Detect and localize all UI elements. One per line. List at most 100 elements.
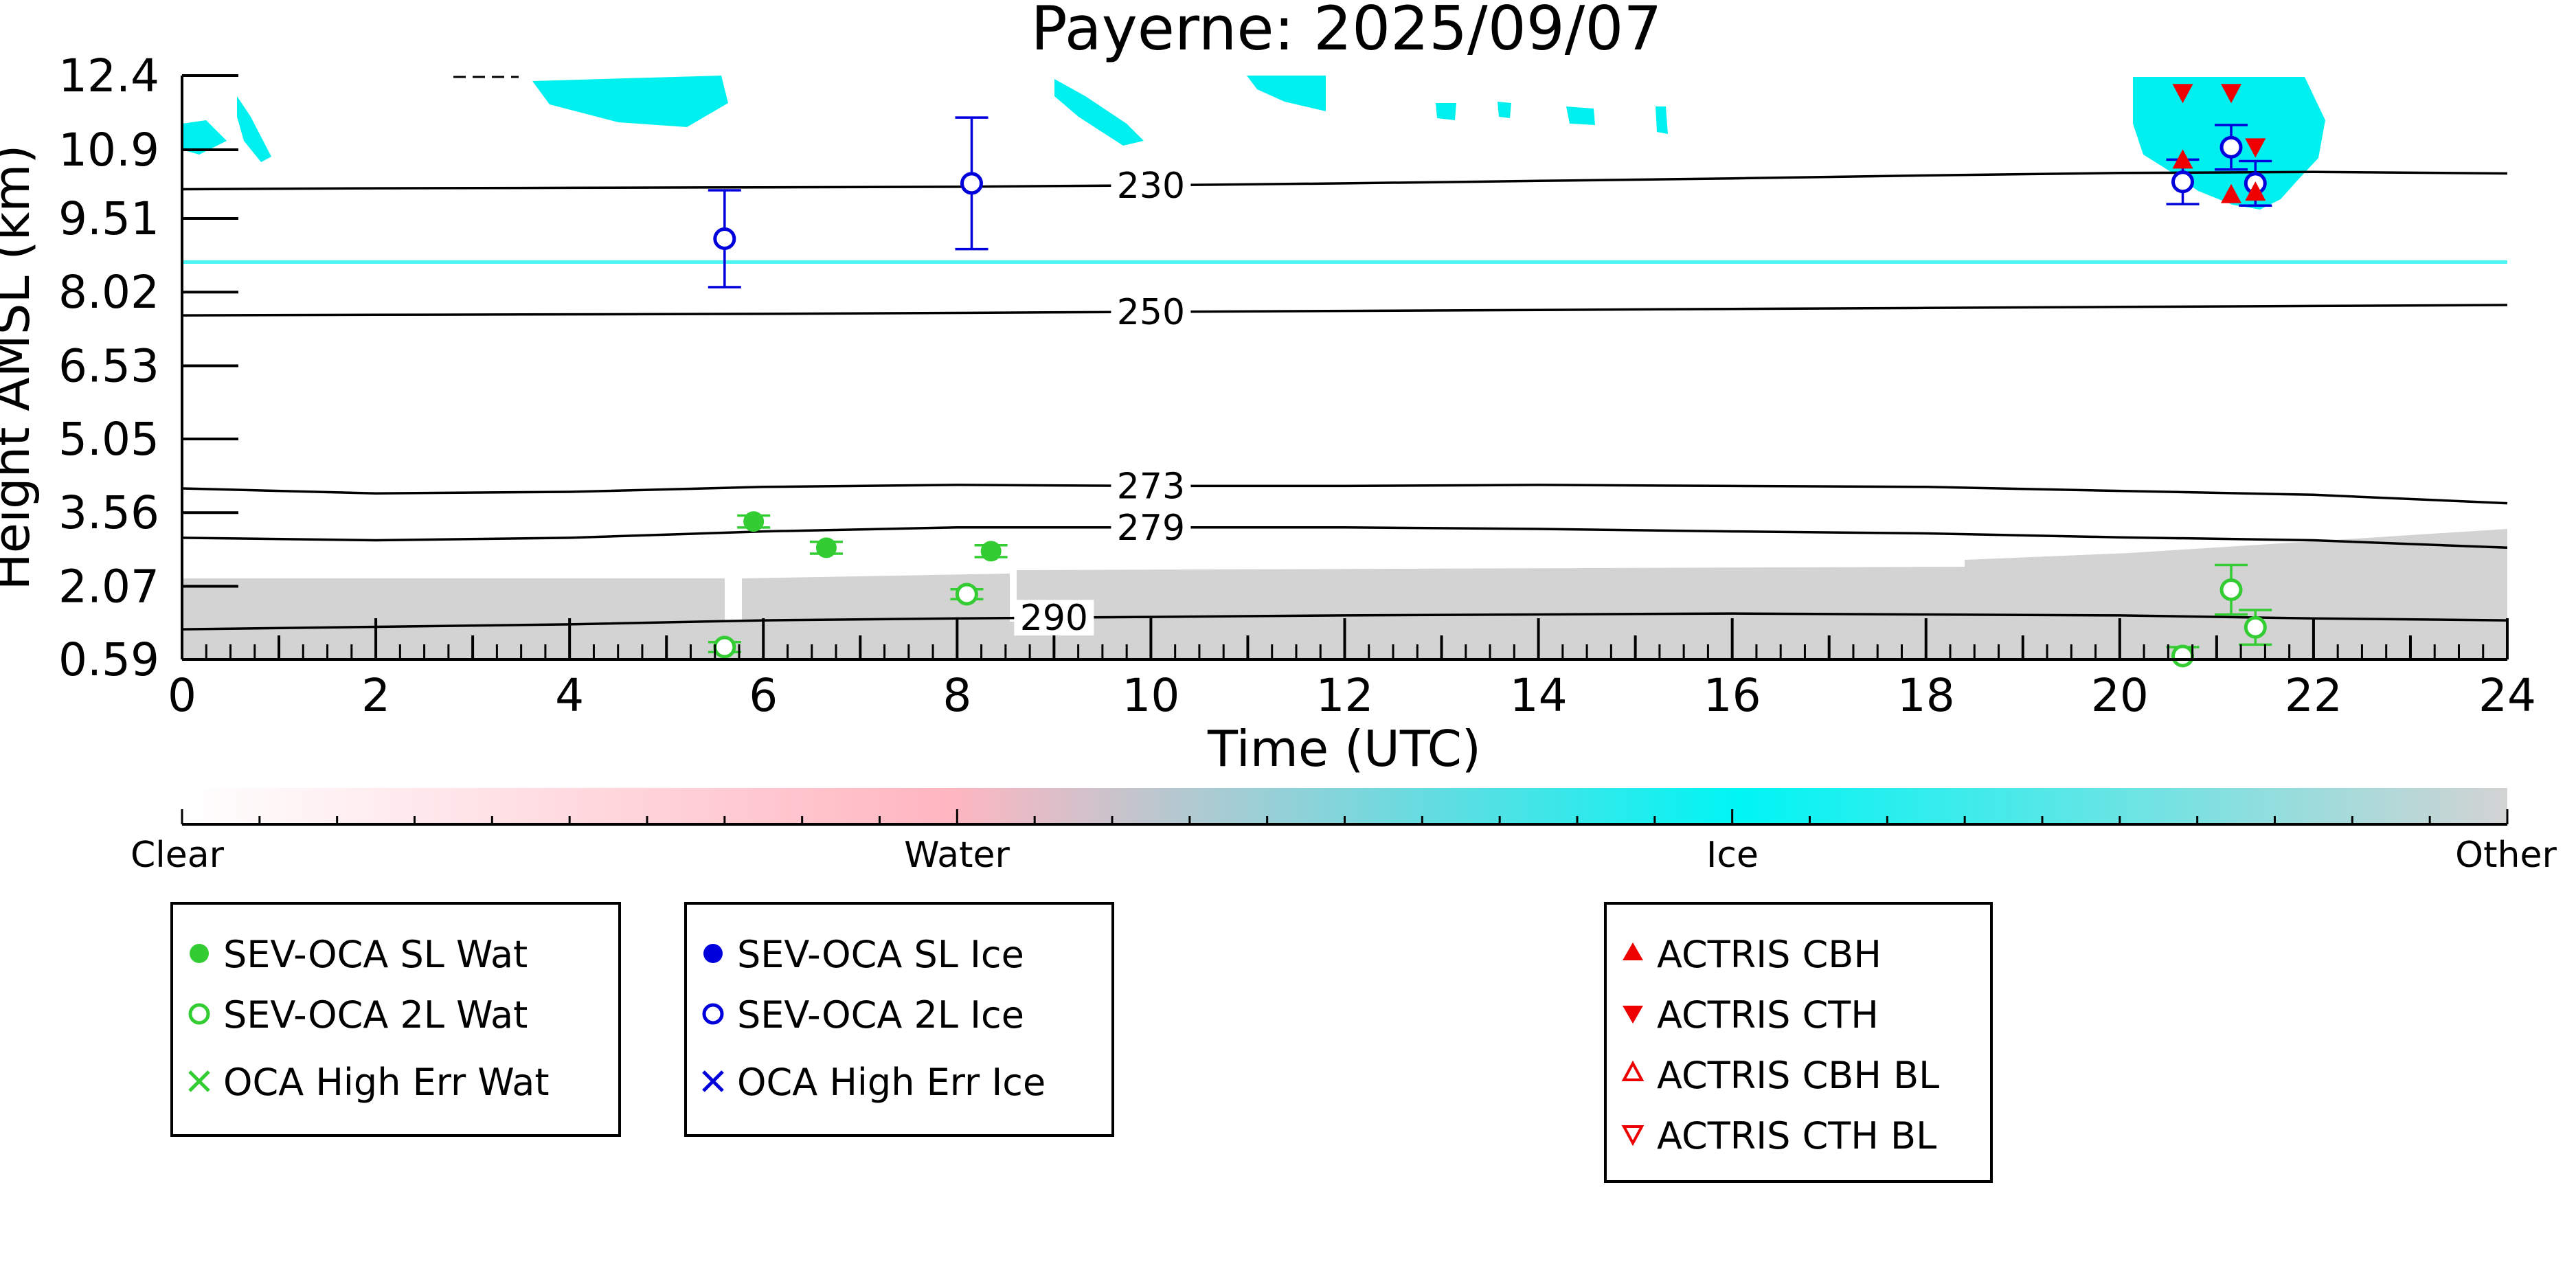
x-tick-label: 0 (168, 669, 196, 722)
y-axis-label: Height AMSL (km) (0, 145, 41, 591)
legend-frame (1604, 902, 1993, 1183)
y-tick-label: 10.9 (58, 124, 159, 177)
data-point-open-circle (713, 227, 736, 251)
contour-label-background (1111, 468, 1191, 504)
data-point-triangle-up (2172, 149, 2193, 169)
legend-triangle-up-icon (1623, 942, 1643, 960)
contour-label: 230 (1117, 166, 1185, 207)
contour-line (181, 304, 2508, 317)
data-point-open-circle (713, 635, 736, 659)
legend-label: SEV-OCA SL Ice (737, 933, 1024, 976)
colorbar-label-ice: Ice (1706, 835, 1759, 876)
legend-label: OCA High Err Ice (737, 1061, 1046, 1104)
contour-label: 250 (1117, 292, 1185, 333)
legend-open-circle-icon (702, 1003, 724, 1025)
x-tick-label: 16 (1704, 669, 1761, 722)
data-point-filled-circle (980, 541, 1002, 562)
data-point-triangle-up (2245, 181, 2266, 201)
x-tick-label: 12 (1316, 669, 1374, 722)
data-point-open-circle (2171, 644, 2195, 668)
legend-label: SEV-OCA 2L Ice (737, 993, 1024, 1037)
legend-frame (684, 902, 1114, 1137)
data-point-open-circle (2219, 135, 2243, 159)
y-tick-label: 9.51 (58, 192, 159, 245)
x-tick-label: 22 (2285, 669, 2342, 722)
y-tick-label: 6.53 (58, 339, 159, 392)
legend-filled-circle-icon (703, 944, 723, 963)
data-point-open-circle (960, 172, 983, 195)
ice-mask-region (237, 96, 271, 162)
x-tick-label: 4 (555, 669, 584, 722)
legend-open-triangle-down-icon (1621, 1125, 1645, 1146)
data-point-filled-circle (743, 511, 765, 532)
contour-label: 279 (1117, 508, 1185, 549)
x-tick-labels: 0 2 4 6 8 10 12 14 16 18 20 22 24 (168, 669, 2536, 722)
legend-label: OCA High Err Wat (223, 1061, 550, 1104)
contour-label-background (1111, 167, 1191, 203)
colorbar-label-other: Other (2455, 835, 2557, 876)
x-tick-label: 14 (1510, 669, 1568, 722)
x-tick-label: 10 (1122, 669, 1179, 722)
legend-triangle-down-icon (1623, 1006, 1643, 1024)
y-tick-labels: 12.4 10.9 9.51 8.02 6.53 5.05 3.56 2.07 0.59 (58, 49, 159, 686)
y-tick-label: 8.02 (58, 266, 159, 319)
legend-x-icon (188, 1070, 210, 1092)
ice-mask-region (1656, 106, 1668, 134)
contour-label-background (1014, 600, 1094, 636)
y-tick-label: 2.07 (58, 560, 159, 613)
legend-water: SEV-OCA SL Wat SEV-OCA 2L Wat OCA High E… (170, 902, 621, 1137)
contour-line (181, 484, 2508, 505)
data-point-triangle-up (2221, 183, 2242, 203)
data-markers (713, 84, 2267, 668)
legend-x-icon (702, 1070, 724, 1092)
y-tick-label: 5.05 (58, 413, 159, 466)
colorbar-label-water: Water (904, 835, 1010, 876)
legend-label: ACTRIS CBH BL (1657, 1054, 1939, 1097)
legend-frame (170, 902, 621, 1137)
ice-mask-region (1566, 106, 1595, 125)
data-point-open-circle (955, 583, 978, 606)
data-point-filled-circle (815, 537, 837, 558)
legend-label: SEV-OCA 2L Wat (223, 993, 528, 1037)
legend-open-triangle-up-icon (1621, 1060, 1645, 1081)
legend-ice: SEV-OCA SL Ice SEV-OCA 2L Ice OCA High E… (684, 902, 1114, 1137)
x-tick-label: 8 (942, 669, 971, 722)
ice-mask-region (1436, 103, 1456, 120)
legend-label: ACTRIS CBH (1657, 933, 1882, 976)
ice-mask-region (1054, 79, 1144, 146)
y-tick-label: 3.56 (58, 486, 159, 539)
y-tick-label: 12.4 (58, 49, 159, 102)
axis-ticks (181, 74, 2509, 661)
x-tick-label: 24 (2478, 669, 2536, 722)
legend-label: ACTRIS CTH (1657, 993, 1879, 1037)
ice-mask-region (1498, 102, 1511, 118)
colorbar-ticks (181, 809, 2509, 824)
ice-mask-region (532, 76, 728, 127)
colorbar-label-clear: Clear (131, 835, 225, 876)
x-axis-label: Time (UTC) (1207, 720, 1481, 778)
data-point-triangle-down (2245, 138, 2266, 158)
legend-actris: ACTRIS CBH ACTRIS CTH ACTRIS CBH BL ACTR… (1604, 902, 1993, 1183)
contour-line (181, 526, 2508, 550)
x-tick-label: 18 (1897, 669, 1955, 722)
contour-label: 290 (1020, 598, 1088, 639)
contour-label-background (1111, 294, 1191, 330)
contour-label-background (1111, 509, 1191, 545)
contour-label: 273 (1117, 466, 1185, 507)
contour-line (181, 170, 2508, 191)
legend-label: SEV-OCA SL Wat (223, 933, 528, 976)
cloud-phase-mask (182, 76, 2507, 659)
y-tick-label: 0.59 (58, 633, 159, 686)
ice-mask-region (182, 260, 2507, 264)
x-tick-label: 6 (749, 669, 778, 722)
legend-filled-circle-icon (190, 944, 209, 963)
legend-label: ACTRIS CTH BL (1657, 1114, 1936, 1157)
legend-open-circle-icon (188, 1003, 210, 1025)
data-point-triangle-down (2172, 84, 2193, 104)
data-point-open-circle (2244, 615, 2267, 639)
ice-mask-region (182, 120, 227, 155)
data-point-open-circle (2171, 170, 2195, 194)
data-point-triangle-down (2221, 84, 2242, 104)
